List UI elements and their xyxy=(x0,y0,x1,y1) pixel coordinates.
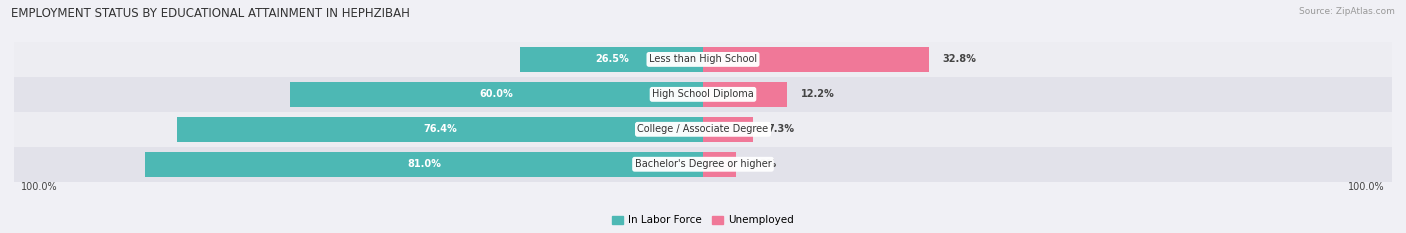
Text: 100.0%: 100.0% xyxy=(1348,182,1385,192)
Text: 81.0%: 81.0% xyxy=(408,159,441,169)
Text: College / Associate Degree: College / Associate Degree xyxy=(637,124,769,134)
Bar xyxy=(290,82,703,107)
Text: 32.8%: 32.8% xyxy=(943,55,977,64)
Text: 4.8%: 4.8% xyxy=(749,159,778,169)
Bar xyxy=(520,47,703,72)
Text: Source: ZipAtlas.com: Source: ZipAtlas.com xyxy=(1299,7,1395,16)
Text: High School Diploma: High School Diploma xyxy=(652,89,754,99)
Text: 7.3%: 7.3% xyxy=(768,124,794,134)
Text: 76.4%: 76.4% xyxy=(423,124,457,134)
Bar xyxy=(14,42,1392,77)
Bar xyxy=(14,77,1392,112)
Text: Less than High School: Less than High School xyxy=(650,55,756,64)
Bar xyxy=(703,47,929,72)
Bar xyxy=(703,117,754,142)
Bar xyxy=(145,152,703,177)
Text: EMPLOYMENT STATUS BY EDUCATIONAL ATTAINMENT IN HEPHZIBAH: EMPLOYMENT STATUS BY EDUCATIONAL ATTAINM… xyxy=(11,7,411,20)
Bar xyxy=(703,82,787,107)
Text: 12.2%: 12.2% xyxy=(801,89,835,99)
Bar xyxy=(14,112,1392,147)
Bar xyxy=(177,117,703,142)
Text: Bachelor's Degree or higher: Bachelor's Degree or higher xyxy=(634,159,772,169)
Text: 26.5%: 26.5% xyxy=(595,55,628,64)
Text: 100.0%: 100.0% xyxy=(21,182,58,192)
Bar xyxy=(14,147,1392,182)
Bar xyxy=(703,152,737,177)
Text: 60.0%: 60.0% xyxy=(479,89,513,99)
Legend: In Labor Force, Unemployed: In Labor Force, Unemployed xyxy=(609,211,797,230)
